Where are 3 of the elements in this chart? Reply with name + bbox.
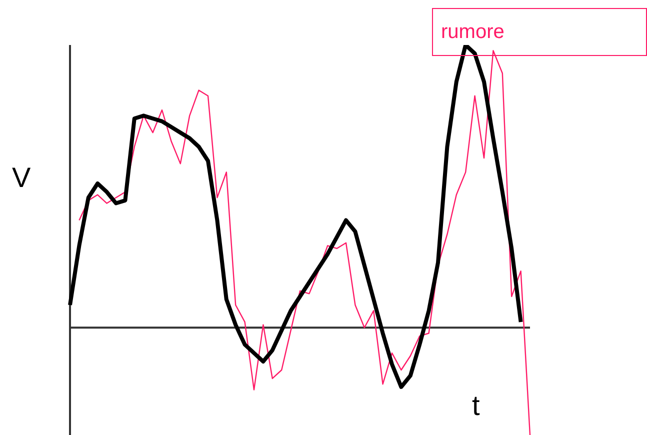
series-label: rumore [441, 21, 504, 43]
x-axis-title: t [472, 390, 480, 422]
y-axis-title: V [12, 162, 31, 194]
